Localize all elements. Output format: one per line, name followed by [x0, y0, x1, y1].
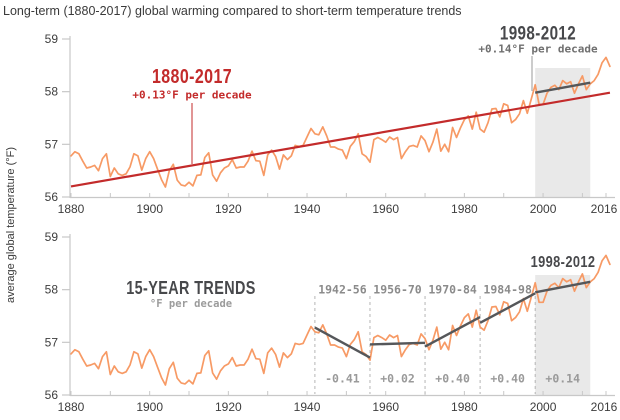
- highlight-band-top: [535, 68, 591, 197]
- shortterm-trend-period-label: 1998-2012: [499, 23, 577, 45]
- fifteen-year-trends-subheading: °F per decade: [149, 297, 233, 310]
- x-tick-label-top: 1980: [451, 202, 478, 216]
- trend-rate-value-1970-84: +0.40: [435, 371, 470, 386]
- trend-rate-value-1998-2012: +0.14: [545, 371, 581, 386]
- longterm-trend-period-label: 1880-2017: [151, 66, 233, 88]
- trend-segment-1956-70: [369, 341, 426, 346]
- x-tick-label-top: 1960: [372, 202, 399, 216]
- fifteen-year-trends-heading: 15-YEAR TRENDS: [126, 278, 256, 298]
- x-tick-label-top: 1940: [294, 202, 321, 216]
- trend-segment-1984-98: [479, 292, 536, 324]
- trend-segment-1942-56: [314, 326, 371, 359]
- trend-segment-1998-2012: [534, 280, 591, 294]
- shortterm-trend-line-top: [534, 81, 591, 94]
- highlight-band-bottom: [535, 275, 591, 395]
- x-tick-label-top: 1880: [58, 202, 85, 216]
- period-label-1942-56: 1942-56: [318, 282, 367, 297]
- longterm-trend-rate-label: +0.13°F per decade: [132, 88, 252, 102]
- trend-rate-value-1956-70: +0.02: [380, 371, 415, 386]
- y-tick-label-bottom: 59: [45, 230, 59, 244]
- y-tick-label-bottom: 57: [45, 335, 59, 349]
- x-tick-label-bottom: 1920: [215, 400, 242, 414]
- trend-rate-value-1942-56: -0.41: [325, 371, 360, 386]
- x-tick-label-top: 2000: [530, 202, 557, 216]
- y-tick-label-top: 58: [45, 85, 59, 99]
- y-tick-label-top: 56: [45, 190, 59, 204]
- y-tick-label-bottom: 58: [45, 283, 59, 297]
- x-tick-label-bottom: 2016: [591, 400, 618, 414]
- period-label-1956-70: 1956-70: [373, 282, 422, 297]
- trend-rate-value-1984-98: +0.40: [490, 371, 525, 386]
- trend-segment-1970-84: [424, 315, 481, 348]
- x-tick-label-bottom: 1940: [294, 400, 321, 414]
- period-label-1998-2012: 1998-2012: [530, 254, 596, 271]
- y-axis-title: average global temperature (°F): [5, 146, 17, 304]
- y-tick-label-bottom: 56: [45, 388, 59, 402]
- x-tick-label-top: 1920: [215, 202, 242, 216]
- x-tick-label-top: 2016: [591, 202, 618, 216]
- chart-title: Long-term (1880-2017) global warming com…: [3, 4, 462, 18]
- y-tick-label-top: 57: [45, 137, 59, 151]
- temperature-series-line-bottom: [70, 254, 611, 386]
- x-tick-label-top: 1900: [136, 202, 163, 216]
- y-tick-label-top: 59: [45, 32, 59, 46]
- x-tick-label-bottom: 1980: [451, 400, 478, 414]
- period-label-1984-98: 1984-98: [483, 282, 532, 297]
- x-tick-label-bottom: 2000: [530, 400, 557, 414]
- longterm-trend-line: [70, 91, 611, 188]
- x-tick-label-bottom: 1960: [372, 400, 399, 414]
- temperature-series-line-top: [70, 56, 611, 188]
- shortterm-trend-rate-label: +0.14°F per decade: [478, 42, 598, 56]
- x-tick-label-bottom: 1900: [136, 400, 163, 414]
- x-tick-label-bottom: 1880: [58, 400, 85, 414]
- period-label-1970-84: 1970-84: [428, 282, 477, 297]
